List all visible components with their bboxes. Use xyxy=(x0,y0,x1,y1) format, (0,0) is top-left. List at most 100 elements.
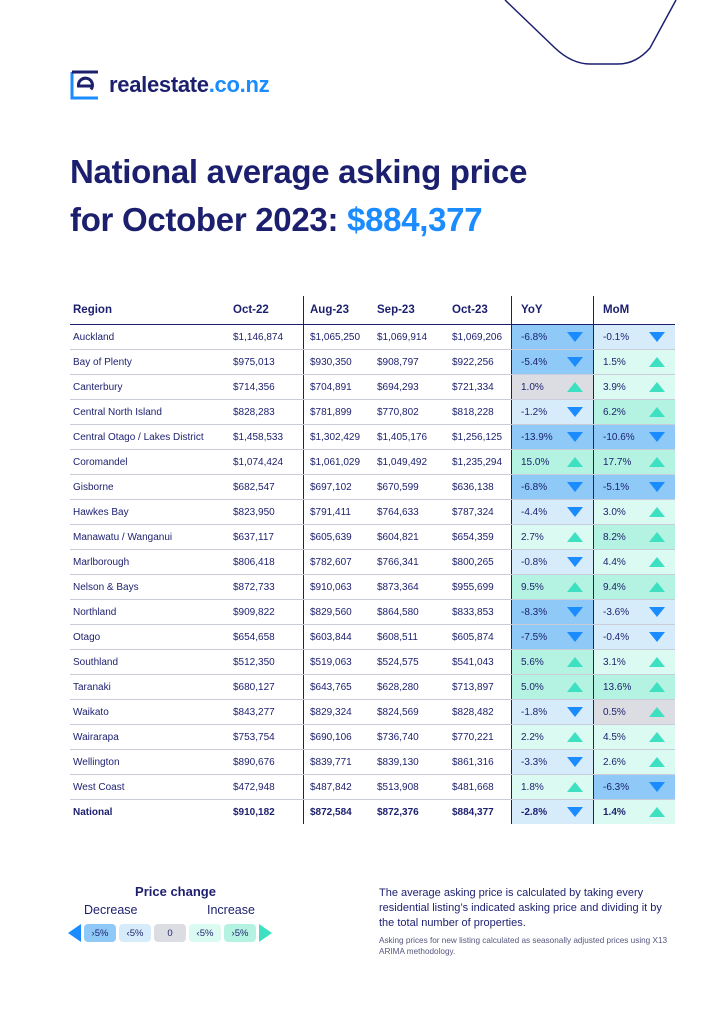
cell-mom: 8.2% xyxy=(593,524,675,550)
cell-oct23: $787,324 xyxy=(448,499,512,525)
down-triangle-icon xyxy=(567,707,583,717)
mom-value: 9.4% xyxy=(603,581,626,593)
legend-chip: 0 xyxy=(154,924,186,942)
mom-value: 1.5% xyxy=(603,356,626,368)
cell-oct23: $541,043 xyxy=(448,649,512,675)
cell-oct22: $1,074,424 xyxy=(233,449,304,475)
up-triangle-icon xyxy=(567,657,583,667)
header-oct22: Oct-22 xyxy=(233,296,304,325)
table-row: Wairarapa $753,754 $690,106 $736,740 $770,22… xyxy=(70,724,675,750)
cell-aug23: $782,607 xyxy=(303,549,373,575)
cell-mom: 0.5% xyxy=(593,699,675,725)
cell-region: Marlborough xyxy=(70,549,233,575)
mom-value: -3.6% xyxy=(603,606,630,618)
title-line-1: National average asking price xyxy=(70,153,528,190)
cell-sep23: $628,280 xyxy=(373,674,448,700)
yoy-value: -8.3% xyxy=(521,606,548,618)
methodology-text: The average asking price is calculated b… xyxy=(379,887,662,929)
yoy-value: -6.8% xyxy=(521,481,548,493)
cell-yoy: -0.8% xyxy=(511,549,594,575)
up-triangle-icon xyxy=(567,582,583,592)
up-triangle-icon xyxy=(649,507,665,517)
cell-oct23: $713,897 xyxy=(448,674,512,700)
header-region: Region xyxy=(70,296,233,325)
cell-region: Auckland xyxy=(70,324,233,350)
cell-yoy: 2.7% xyxy=(511,524,594,550)
table-row: Otago $654,658 $603,844 $608,511 $605,874 -7.… xyxy=(70,624,675,650)
table-row: Northland $909,822 $829,560 $864,580 $833,85… xyxy=(70,599,675,625)
cell-oct23: $818,228 xyxy=(448,399,512,425)
header-aug23: Aug-23 xyxy=(303,296,373,325)
cell-yoy: 15.0% xyxy=(511,449,594,475)
cell-oct23: $955,699 xyxy=(448,574,512,600)
cell-yoy: 5.0% xyxy=(511,674,594,700)
title-line-2: for October 2023: $884,377 xyxy=(70,201,483,238)
table-row: Bay of Plenty $975,013 $930,350 $908,797 $92… xyxy=(70,349,675,375)
up-triangle-icon xyxy=(649,707,665,717)
cell-aug23: $487,842 xyxy=(303,774,373,800)
legend-increase-label: Increase xyxy=(207,903,255,917)
cell-sep23: $766,341 xyxy=(373,549,448,575)
cell-yoy: -7.5% xyxy=(511,624,594,650)
mom-value: 0.5% xyxy=(603,706,626,718)
cell-aug23: $910,063 xyxy=(303,574,373,600)
cell-yoy: -4.4% xyxy=(511,499,594,525)
cell-region: Coromandel xyxy=(70,449,233,475)
table-row: Wellington $890,676 $839,771 $839,130 $861,3… xyxy=(70,749,675,775)
cell-oct23: $884,377 xyxy=(452,806,494,818)
cell-yoy: -13.9% xyxy=(511,424,594,450)
down-triangle-icon xyxy=(649,782,665,792)
up-triangle-icon xyxy=(649,532,665,542)
up-triangle-icon xyxy=(649,357,665,367)
table-row: Manawatu / Wanganui $637,117 $605,639 $604,… xyxy=(70,524,675,550)
up-triangle-icon xyxy=(567,782,583,792)
table-row: Gisborne $682,547 $697,102 $670,599 $636,138… xyxy=(70,474,675,500)
legend-decrease-label: Decrease xyxy=(84,903,138,917)
down-triangle-icon xyxy=(567,607,583,617)
mom-value: 8.2% xyxy=(603,531,626,543)
cell-sep23: $770,802 xyxy=(373,399,448,425)
cell-oct22: $909,822 xyxy=(233,599,304,625)
cell-region: Bay of Plenty xyxy=(70,349,233,375)
table-row: Southland $512,350 $519,063 $524,575 $541,04… xyxy=(70,649,675,675)
table-row: Canterbury $714,356 $704,891 $694,293 $721,3… xyxy=(70,374,675,400)
cell-sep23: $824,569 xyxy=(373,699,448,725)
yoy-value: 5.6% xyxy=(521,656,544,668)
cell-mom: 1.5% xyxy=(593,349,675,375)
cell-sep23: $1,049,492 xyxy=(373,449,448,475)
cell-region: Central North Island xyxy=(70,399,233,425)
cell-oct22: $823,950 xyxy=(233,499,304,525)
cell-region: Wellington xyxy=(70,749,233,775)
up-triangle-icon xyxy=(649,557,665,567)
down-triangle-icon xyxy=(649,432,665,442)
yoy-value: 15.0% xyxy=(521,456,550,468)
legend-chip: ‹5% xyxy=(119,924,151,942)
cell-oct22: $714,356 xyxy=(233,374,304,400)
header-oct23: Oct-23 xyxy=(448,296,512,325)
cell-region: Manawatu / Wanganui xyxy=(70,524,233,550)
cell-yoy: 9.5% xyxy=(511,574,594,600)
cell-sep23: $864,580 xyxy=(373,599,448,625)
yoy-value: 9.5% xyxy=(521,581,544,593)
methodology-footnote: Asking prices for new listing calculated… xyxy=(379,936,668,956)
cell-oct22: $910,182 xyxy=(233,806,275,818)
legend-title: Price change xyxy=(135,884,216,899)
down-triangle-icon xyxy=(567,357,583,367)
table-row: Taranaki $680,127 $643,765 $628,280 $713,897… xyxy=(70,674,675,700)
cell-oct22: $872,733 xyxy=(233,574,304,600)
yoy-value: 2.7% xyxy=(521,531,544,543)
mom-value: 13.6% xyxy=(603,681,632,693)
mom-value: 17.7% xyxy=(603,456,632,468)
cell-mom: -6.3% xyxy=(593,774,675,800)
cell-mom: 3.1% xyxy=(593,649,675,675)
cell-sep23: $1,069,914 xyxy=(373,324,448,350)
cell-mom: 1.4% xyxy=(593,799,675,824)
cell-aug23: $690,106 xyxy=(303,724,373,750)
up-triangle-icon xyxy=(649,732,665,742)
cell-sep23: $908,797 xyxy=(373,349,448,375)
up-triangle-icon xyxy=(649,657,665,667)
cell-mom: 4.5% xyxy=(593,724,675,750)
cell-mom: 3.0% xyxy=(593,499,675,525)
cell-oct23: $605,874 xyxy=(448,624,512,650)
brand-logo[interactable]: realestate.co.nz xyxy=(68,68,270,102)
